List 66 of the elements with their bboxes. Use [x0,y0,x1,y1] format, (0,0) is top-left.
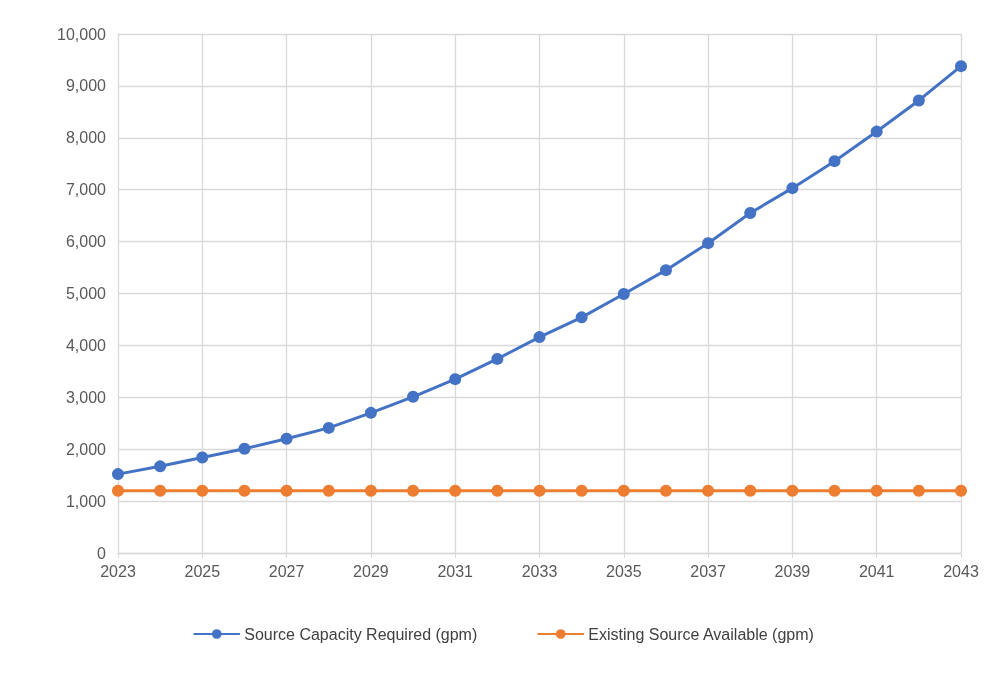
y-tick-label: 1,000 [65,492,107,510]
point [575,484,588,497]
point [322,484,335,497]
x-tick-label: 2031 [437,562,474,580]
y-tick-label: 8,000 [65,129,107,147]
point [364,484,377,497]
point [280,484,293,497]
y-tick-label: 0 [97,544,107,562]
point [912,94,925,107]
y-tick-label: 2,000 [65,440,107,458]
x-tick-label: 2029 [353,562,389,580]
point [659,484,672,497]
y-tick-label: 4,000 [65,336,107,354]
point [617,484,630,497]
x-tick-label: 2035 [606,562,642,580]
point [955,484,967,497]
point [870,484,883,497]
y-tick-label: 7,000 [65,181,107,199]
point [112,468,124,481]
point [238,442,251,455]
x-tick-label: 2025 [184,562,221,580]
point [196,484,209,497]
point [955,60,967,73]
y-tick-label: 9,000 [65,77,107,95]
point [238,484,251,497]
point [364,406,377,419]
point [449,484,462,497]
point [491,484,504,497]
point [786,182,799,195]
point [280,432,293,445]
point [744,484,757,497]
point [702,237,715,250]
point [112,484,124,497]
point [702,484,715,497]
point [407,484,420,497]
legend-label: Existing Source Available (gpm) [588,625,814,643]
point [659,264,672,277]
x-tick-label: 2041 [858,562,895,580]
y-tick-label: 6,000 [65,233,107,251]
x-tick-label: 2037 [690,562,726,580]
point [912,484,925,497]
point [533,484,546,497]
point [870,125,883,138]
point [744,207,757,220]
point [196,451,209,464]
point [154,460,167,473]
point [828,155,841,168]
x-tick-label: 2023 [100,562,136,580]
point [617,288,630,301]
point [491,352,504,365]
point [322,421,335,434]
x-tick-label: 2033 [521,562,558,580]
point [828,484,841,497]
point [407,390,420,403]
x-tick-label: 2039 [774,562,811,580]
x-tick-label: 2043 [943,562,979,580]
point [449,373,462,386]
point [533,331,546,344]
y-tick-label: 5,000 [65,285,107,302]
point [154,484,167,497]
legend-label: Source Capacity Required (gpm) [244,625,478,643]
x-tick-label: 2027 [268,562,305,580]
y-tick-label: 10,000 [57,25,107,43]
point [575,311,588,324]
y-tick-label: 3,000 [65,388,107,406]
point [786,484,799,497]
